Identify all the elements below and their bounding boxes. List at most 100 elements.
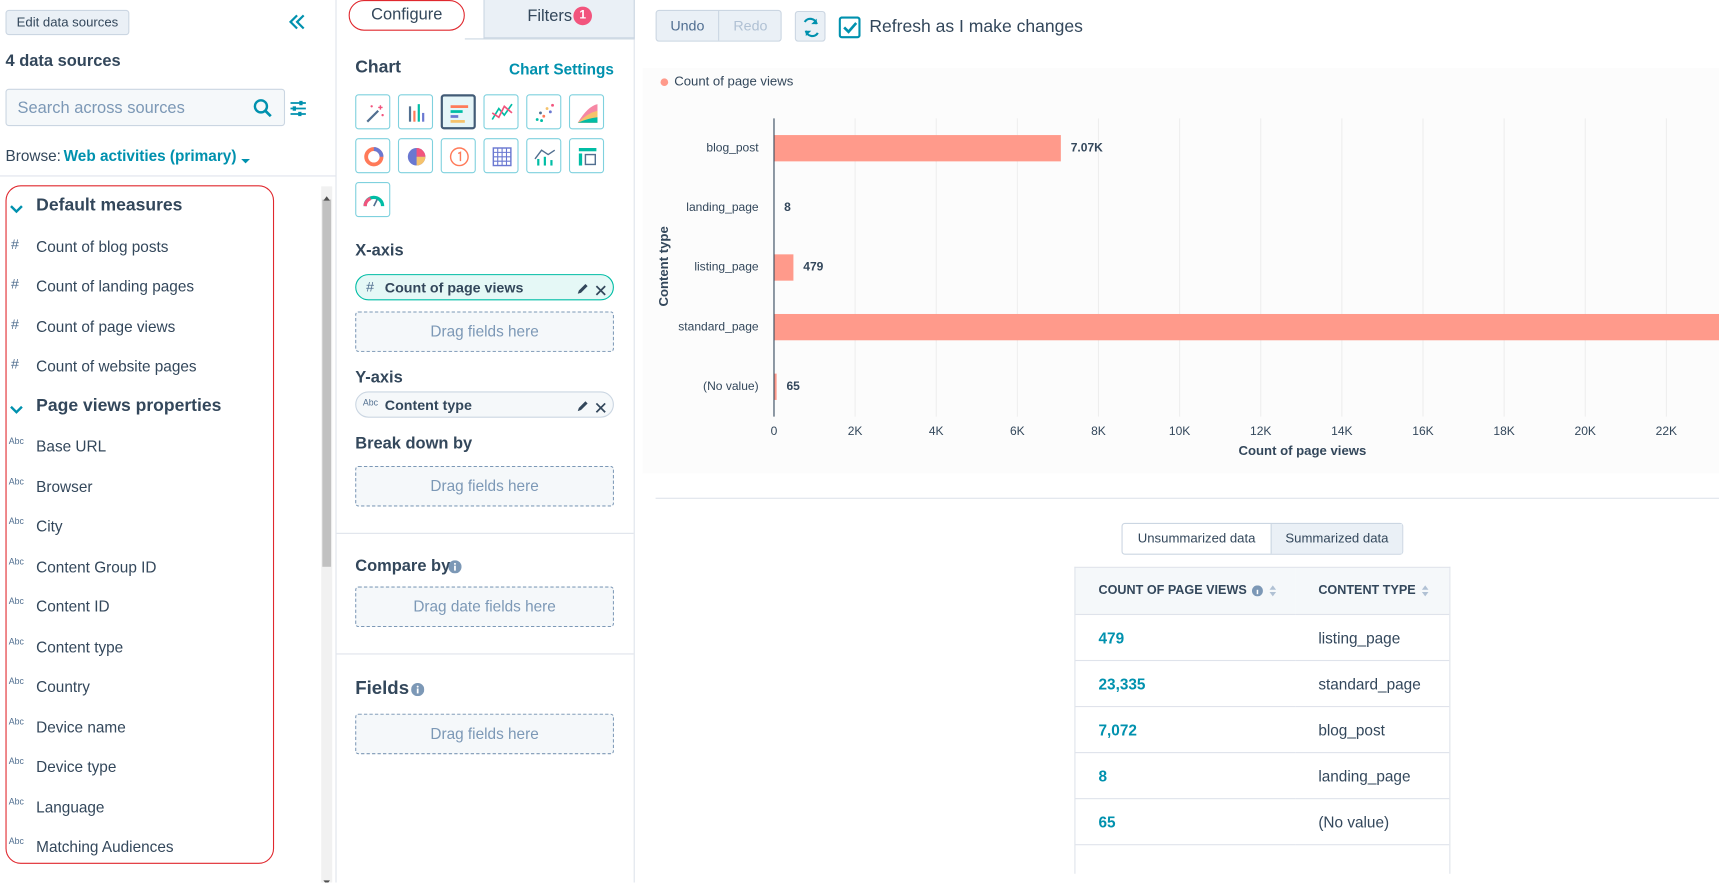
x-tick-label: 12K bbox=[1250, 424, 1271, 438]
undo-button[interactable]: Undo bbox=[657, 10, 720, 41]
field-item[interactable]: Browser bbox=[36, 477, 93, 495]
column-header[interactable]: CONTENT TYPE bbox=[1295, 567, 1450, 616]
field-item[interactable]: Content ID bbox=[36, 597, 110, 616]
drop-zone[interactable]: Drag fields here bbox=[355, 713, 614, 755]
field-item[interactable]: Content Group ID bbox=[36, 557, 157, 576]
field-type-icon: # bbox=[10, 235, 19, 252]
pill-remove[interactable] bbox=[595, 399, 606, 413]
value-cell[interactable]: 23,335 bbox=[1075, 660, 1296, 708]
search-box[interactable]: Search across sources bbox=[5, 88, 286, 127]
search-placeholder: Search across sources bbox=[17, 98, 185, 118]
scroll-up bbox=[322, 189, 331, 201]
field-item[interactable]: Matching Audiences bbox=[36, 837, 174, 856]
field-item[interactable]: Count of page views bbox=[36, 317, 176, 335]
refresh-button[interactable] bbox=[794, 10, 826, 42]
field-item[interactable]: Count of landing pages bbox=[36, 277, 195, 295]
chart-settings-link[interactable]: Chart Settings bbox=[509, 60, 614, 78]
pill-type-icon: Abc bbox=[362, 397, 379, 408]
group-chevron-glyph bbox=[10, 205, 23, 214]
category-cell-text: landing_page bbox=[1318, 766, 1411, 785]
pill-type-icon: # bbox=[366, 278, 375, 295]
redo-button[interactable]: Redo bbox=[733, 17, 768, 34]
chart-type-button-selected[interactable] bbox=[440, 94, 476, 130]
pill-edit[interactable] bbox=[576, 398, 589, 412]
chart-type-button[interactable] bbox=[397, 94, 434, 130]
group-chevron-glyph bbox=[10, 405, 23, 414]
column-header-text: CONTENT TYPE bbox=[1318, 584, 1416, 598]
chart-type-button[interactable] bbox=[568, 138, 605, 174]
total-empty bbox=[1295, 845, 1449, 874]
category-cell-text: blog_post bbox=[1318, 720, 1385, 739]
category-cell: listing_page bbox=[1295, 614, 1450, 662]
group-title[interactable]: Default measures bbox=[36, 196, 183, 215]
toggle-option-selected[interactable]: Summarized data bbox=[1270, 524, 1403, 554]
chart-type-button[interactable] bbox=[440, 138, 476, 174]
chart-type-button[interactable] bbox=[526, 138, 562, 174]
edit-sources-button[interactable]: Edit data sources bbox=[5, 9, 130, 36]
chart-type-button[interactable] bbox=[483, 138, 519, 174]
field-item[interactable]: Device name bbox=[36, 717, 126, 736]
field-item[interactable]: Content type bbox=[36, 637, 124, 656]
collapse-icon[interactable] bbox=[287, 12, 307, 32]
column-header-text: COUNT OF PAGE VIEWS bbox=[1098, 584, 1247, 598]
chart-type-button[interactable] bbox=[355, 181, 391, 218]
value-cell[interactable]: 65 bbox=[1075, 798, 1296, 846]
chart-type-button[interactable] bbox=[355, 94, 391, 130]
info-icon bbox=[411, 682, 425, 697]
field-item[interactable]: Count of website pages bbox=[36, 357, 197, 375]
bar bbox=[773, 254, 794, 281]
filters-tab[interactable]: Filters 1 bbox=[483, 0, 635, 39]
field-item[interactable]: City bbox=[36, 517, 63, 535]
field-item[interactable]: Device type bbox=[36, 757, 117, 776]
chart-type-button-glyph bbox=[535, 103, 554, 123]
refresh-checkbox[interactable] bbox=[838, 16, 861, 39]
browse-label: Browse: bbox=[5, 146, 61, 165]
browse-value[interactable]: Web activities (primary) bbox=[63, 146, 237, 165]
column-header[interactable]: COUNT OF PAGE VIEWS bbox=[1075, 567, 1296, 616]
field-type-icon: Abc bbox=[8, 556, 24, 567]
field-pill[interactable]: Abc Content type bbox=[355, 391, 614, 418]
group-chevron[interactable] bbox=[10, 401, 23, 414]
category-cell-text: (No value) bbox=[1318, 812, 1390, 831]
chart-type-button[interactable] bbox=[355, 138, 391, 174]
field-item[interactable]: Language bbox=[36, 797, 105, 816]
table-row: 7,072 blog_post bbox=[1075, 706, 1450, 754]
value-cell-text: 7,072 bbox=[1098, 720, 1137, 739]
scroll-down-glyph bbox=[323, 880, 330, 883]
filter-icon[interactable] bbox=[289, 99, 307, 117]
field-list: Default measures # Count of blog posts # Cou… bbox=[0, 181, 318, 883]
chart-type-button[interactable] bbox=[526, 94, 562, 130]
toggle-option[interactable]: Unsummarized data bbox=[1137, 530, 1256, 546]
field-item[interactable]: Country bbox=[36, 677, 90, 696]
group-chevron[interactable] bbox=[10, 201, 23, 214]
field-type-icon: Abc bbox=[8, 836, 24, 847]
field-item[interactable]: Base URL bbox=[36, 437, 107, 455]
drop-zone[interactable]: Drag date fields here bbox=[355, 586, 614, 628]
value-cell[interactable]: 479 bbox=[1075, 614, 1296, 662]
chart-type-button[interactable] bbox=[397, 138, 434, 174]
field-pill[interactable]: # Count of page views bbox=[355, 274, 614, 301]
data-label: 7.07K bbox=[1071, 140, 1103, 154]
category-cell-text: listing_page bbox=[1318, 628, 1401, 647]
pill-remove-glyph bbox=[595, 402, 606, 413]
bar bbox=[773, 313, 1719, 341]
value-cell[interactable]: 8 bbox=[1075, 752, 1296, 800]
bar bbox=[773, 135, 1061, 162]
chart-type-button[interactable] bbox=[483, 94, 519, 130]
configure-tab[interactable]: Configure bbox=[348, 0, 465, 31]
chart-type-button[interactable] bbox=[568, 94, 605, 130]
y-tick-label: (No value) bbox=[703, 379, 759, 393]
value-cell[interactable]: 7,072 bbox=[1075, 706, 1296, 754]
refresh-checkbox-glyph bbox=[838, 16, 861, 39]
field-item[interactable]: Count of blog posts bbox=[36, 237, 169, 255]
value-cell-text: 65 bbox=[1098, 812, 1116, 831]
sort-icon bbox=[1422, 585, 1429, 597]
field-type-icon: Abc bbox=[8, 436, 24, 447]
panel-divider bbox=[336, 653, 634, 655]
section-divider bbox=[655, 497, 1719, 499]
drop-zone[interactable]: Drag fields here bbox=[355, 465, 614, 507]
pill-edit[interactable] bbox=[576, 281, 589, 294]
drop-zone[interactable]: Drag fields here bbox=[355, 311, 614, 352]
pill-remove[interactable] bbox=[595, 282, 606, 296]
group-title[interactable]: Page views properties bbox=[36, 396, 222, 415]
